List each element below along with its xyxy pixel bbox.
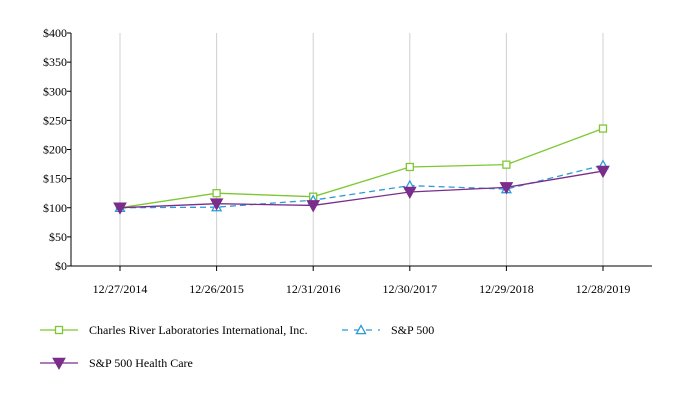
data-point	[113, 202, 127, 215]
x-tick-label: 12/29/2018	[479, 282, 534, 296]
data-point	[212, 189, 221, 198]
series-group	[113, 124, 610, 215]
data-point	[209, 198, 224, 211]
data-point	[502, 160, 511, 169]
x-tick-labels: 12/27/2014 12/26/2015 12/31/2016 12/30/2017…	[93, 266, 631, 296]
series-line	[119, 164, 604, 209]
x-tick-label: 12/31/2016	[286, 282, 341, 296]
legend: Charles River Laboratories International…	[40, 323, 434, 371]
legend-marker	[54, 325, 64, 335]
y-tick-label: $50	[49, 230, 67, 244]
series-line	[119, 127, 604, 209]
legend-label: S&P 500 Health Care	[89, 356, 193, 370]
data-point	[499, 182, 514, 195]
y-tick-label: $150	[43, 172, 67, 186]
x-tick-label: 12/26/2015	[189, 282, 244, 296]
y-tick-label: $400	[43, 26, 67, 40]
series-1	[114, 159, 609, 213]
y-tick-label: $200	[43, 143, 67, 157]
legend-item: S&P 500 Health Care	[40, 356, 193, 371]
legend-marker	[355, 324, 367, 335]
x-tick-label: 12/27/2014	[93, 282, 148, 296]
data-point	[405, 162, 414, 172]
data-point	[402, 186, 417, 200]
x-tick-label: 12/28/2019	[576, 282, 631, 296]
data-point	[306, 200, 321, 213]
legend-label: S&P 500	[391, 323, 434, 337]
data-point	[596, 165, 610, 179]
y-tick-label: $250	[43, 113, 67, 127]
grid-lines	[119, 33, 604, 266]
legend-marker	[52, 357, 66, 371]
y-tick-labels: $0 $50 $100 $150 $200 $250 $300 $350 $400	[43, 26, 71, 273]
legend-item: Charles River Laboratories International…	[40, 323, 308, 337]
y-tick-label: $0	[55, 259, 67, 273]
legend-item: S&P 500	[342, 323, 434, 337]
y-tick-label: $100	[43, 201, 67, 215]
series-line	[119, 170, 604, 209]
axes	[70, 33, 652, 267]
y-tick-label: $350	[43, 55, 67, 69]
x-tick-label: 12/30/2017	[382, 282, 437, 296]
series-2	[113, 165, 610, 215]
data-point	[598, 124, 608, 133]
legend-label: Charles River Laboratories International…	[89, 323, 308, 337]
y-tick-label: $300	[43, 84, 67, 98]
